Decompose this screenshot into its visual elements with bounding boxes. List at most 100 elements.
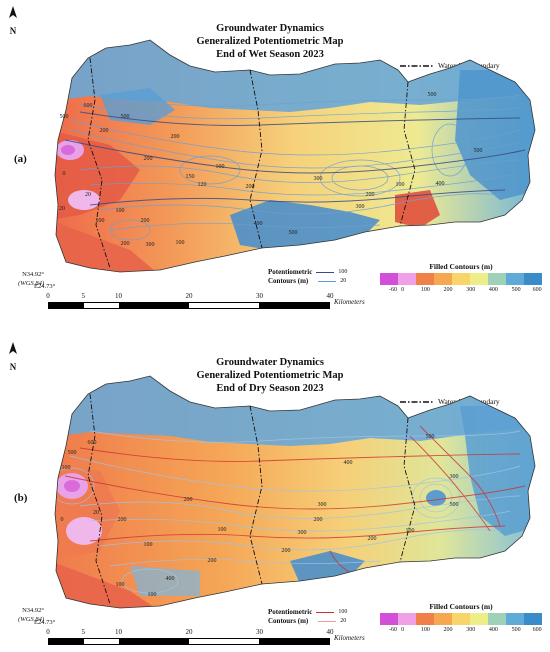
scale-tick: 10 (115, 628, 122, 636)
contour-label: 0 (61, 517, 64, 523)
scale-tick: 40 (326, 292, 334, 300)
filled-contour-legend: Filled Contours (m) -60 0 100 200 300 40… (380, 602, 542, 635)
major-contour-swatch (316, 612, 335, 613)
color-ramp-segment (524, 613, 542, 625)
legend-tick: 300 (466, 627, 476, 633)
contour-label: 200 (368, 536, 377, 542)
major-contour-swatch (316, 272, 335, 273)
contour-label: 500 (426, 434, 435, 440)
contour-label: 200 (118, 517, 127, 523)
contour-label: 200 (171, 134, 180, 140)
north-arrow-icon: N (6, 340, 20, 372)
color-ramp-segment (434, 613, 452, 625)
contour-label: 500 (60, 114, 69, 120)
contour-label: 300 (318, 502, 327, 508)
contour-label: 100 (406, 528, 415, 534)
color-ramp-segment (488, 273, 506, 285)
contour-label: 100 (116, 582, 125, 588)
major-contour-value: 100 (338, 269, 348, 275)
contour-label: 100 (216, 164, 225, 170)
contour-label: 100 (96, 218, 105, 224)
datum-label: (WGS 84) (18, 280, 44, 287)
contour-label: 120 (198, 182, 207, 188)
color-ramp (380, 613, 542, 625)
coordinate-readout: N34.92° (WGS 84) (6, 270, 44, 288)
contour-label: 200 (314, 517, 323, 523)
color-ramp-segment (524, 273, 542, 285)
contour-label: 150 (186, 174, 195, 180)
scale-tick: 30 (256, 628, 263, 636)
contour-label: 500 (121, 114, 130, 120)
contour-label: 300 (314, 176, 323, 182)
latitude-label: N34.92° (22, 271, 44, 278)
contour-label: 400 (166, 576, 175, 582)
title-line-1: Groundwater Dynamics (216, 23, 324, 34)
longitude-label: E24.73° (34, 283, 56, 290)
contour-label: 300 (146, 242, 155, 248)
color-ramp-segment (380, 613, 398, 625)
color-ramp-segment (398, 613, 416, 625)
map-title: Groundwater Dynamics Generalized Potenti… (170, 22, 370, 61)
contour-legend: Potentiometric 100 Contours (m) 20 (268, 608, 347, 626)
legend-tick: -60 (388, 287, 397, 293)
contour-label: 500 (289, 230, 298, 236)
filled-contour-legend: Filled Contours (m) -60 0 100 200 300 40… (380, 262, 542, 295)
contour-label: 200 (184, 497, 193, 503)
legend-tick: 600 (532, 627, 542, 633)
title-line-2: Generalized Potentiometric Map (196, 370, 344, 381)
legend-tick: -60 (388, 627, 397, 633)
scale-tick: 5 (81, 628, 86, 636)
panel-label: (a) (14, 153, 27, 165)
title-line-3: End of Dry Season 2023 (216, 383, 324, 394)
filled-legend-title: Filled Contours (m) (429, 262, 493, 271)
contour-label: 100 (396, 182, 405, 188)
potentiometric-map: 600 500 100 200 100 200 300 400 300 200 … (54, 375, 536, 609)
coordinate-readout: N34.92° (WGS 84) (6, 606, 44, 624)
contour-label: 400 (254, 221, 263, 227)
legend-tick: 600 (532, 287, 542, 293)
contour-legend-title-1: Potentiometric (268, 608, 313, 616)
scale-bar: 0 5 10 20 30 40 Kilometers (46, 628, 365, 645)
watershed-line-icon (400, 64, 434, 67)
contour-label: 0 (63, 171, 66, 177)
title-line-3: End of Wet Season 2023 (216, 49, 324, 60)
panel-b: N Groundwater Dynamics Generalized Poten… (0, 326, 550, 652)
contour-label: 200 (246, 184, 255, 190)
contour-label: 100 (148, 592, 157, 598)
legend-tick: 400 (488, 287, 498, 293)
legend-tick: 500 (511, 627, 521, 633)
color-ramp-segment (470, 613, 488, 625)
scale-tick: 10 (115, 292, 122, 300)
scale-unit: Kilometers (334, 634, 365, 642)
longitude-label: E24.73° (34, 619, 56, 626)
filled-legend-title: Filled Contours (m) (429, 602, 493, 611)
color-ramp-segment (452, 273, 470, 285)
color-ramp-segment (416, 613, 434, 625)
scale-tick: 30 (256, 292, 263, 300)
color-ramp-segment (488, 613, 506, 625)
legend-tick: 300 (466, 287, 476, 293)
contour-label: 20 (93, 510, 99, 516)
contour-label: 600 (84, 103, 93, 109)
scale-tick: 0 (46, 292, 50, 300)
contour-label: 20 (59, 206, 65, 212)
latitude-label: N34.92° (22, 607, 44, 614)
scale-tick: 40 (326, 628, 334, 636)
contour-label: 200 (144, 156, 153, 162)
major-contour-value: 100 (338, 609, 348, 615)
minor-contour-swatch (318, 621, 337, 622)
color-ramp-segment (470, 273, 488, 285)
contour-label: 400 (436, 181, 445, 187)
minor-contour-value: 20 (340, 278, 347, 284)
contour-label: 400 (344, 460, 353, 466)
contour-label: 500 (450, 502, 459, 508)
contour-label: 200 (208, 558, 217, 564)
legend-tick: 200 (443, 627, 453, 633)
color-ramp-segment (398, 273, 416, 285)
scale-tick: 20 (185, 628, 193, 636)
contour-label: 20 (85, 192, 91, 198)
scale-bar: 0 5 10 20 30 40 Kilometers (46, 292, 365, 309)
minor-contour-swatch (318, 281, 337, 282)
contour-label: 100 (144, 542, 153, 548)
contour-label: 300 (450, 474, 459, 480)
